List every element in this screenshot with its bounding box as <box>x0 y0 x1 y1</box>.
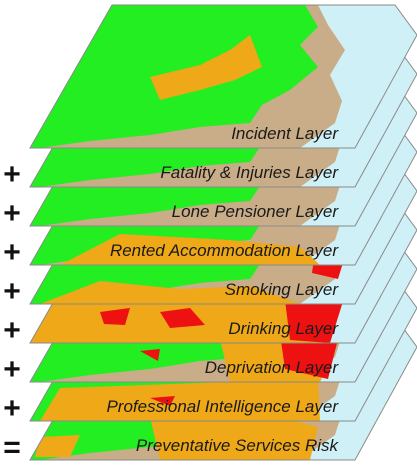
layer-label: Preventative Services Risk <box>136 436 340 455</box>
risk-region <box>100 308 130 325</box>
layer-label: Incident Layer <box>231 124 339 143</box>
risk-region <box>40 281 300 304</box>
layer-label: Drinking Layer <box>228 319 339 338</box>
operator-sign: + <box>3 236 21 269</box>
map-layer-content <box>30 5 417 148</box>
risk-region <box>35 435 80 457</box>
operator-sign: = <box>3 431 21 464</box>
operator-sign: + <box>3 197 21 230</box>
map-layer: Incident Layer <box>29 4 417 149</box>
layer-edge <box>29 4 417 149</box>
layer-label: Smoking Layer <box>225 280 340 299</box>
risk-region <box>160 308 205 328</box>
operator-sign: + <box>3 275 21 308</box>
layer-label: Fatality & Injuries Layer <box>160 163 339 182</box>
risk-region <box>60 234 320 265</box>
risk-region <box>40 378 320 421</box>
layer-label: Professional Intelligence Layer <box>106 397 339 416</box>
risk-region <box>150 412 318 460</box>
risk-region <box>150 35 262 100</box>
layer-label: Rented Accommodation Layer <box>110 241 339 260</box>
layer-label: Deprivation Layer <box>205 358 340 377</box>
operator-sign: + <box>3 392 21 425</box>
operator-sign: + <box>3 353 21 386</box>
risk-region <box>150 396 175 406</box>
risk-region <box>285 295 345 343</box>
layer-label: Lone Pensioner Layer <box>172 202 340 221</box>
operator-sign: + <box>3 158 21 191</box>
operator-sign: + <box>3 314 21 347</box>
risk-region <box>140 349 160 361</box>
